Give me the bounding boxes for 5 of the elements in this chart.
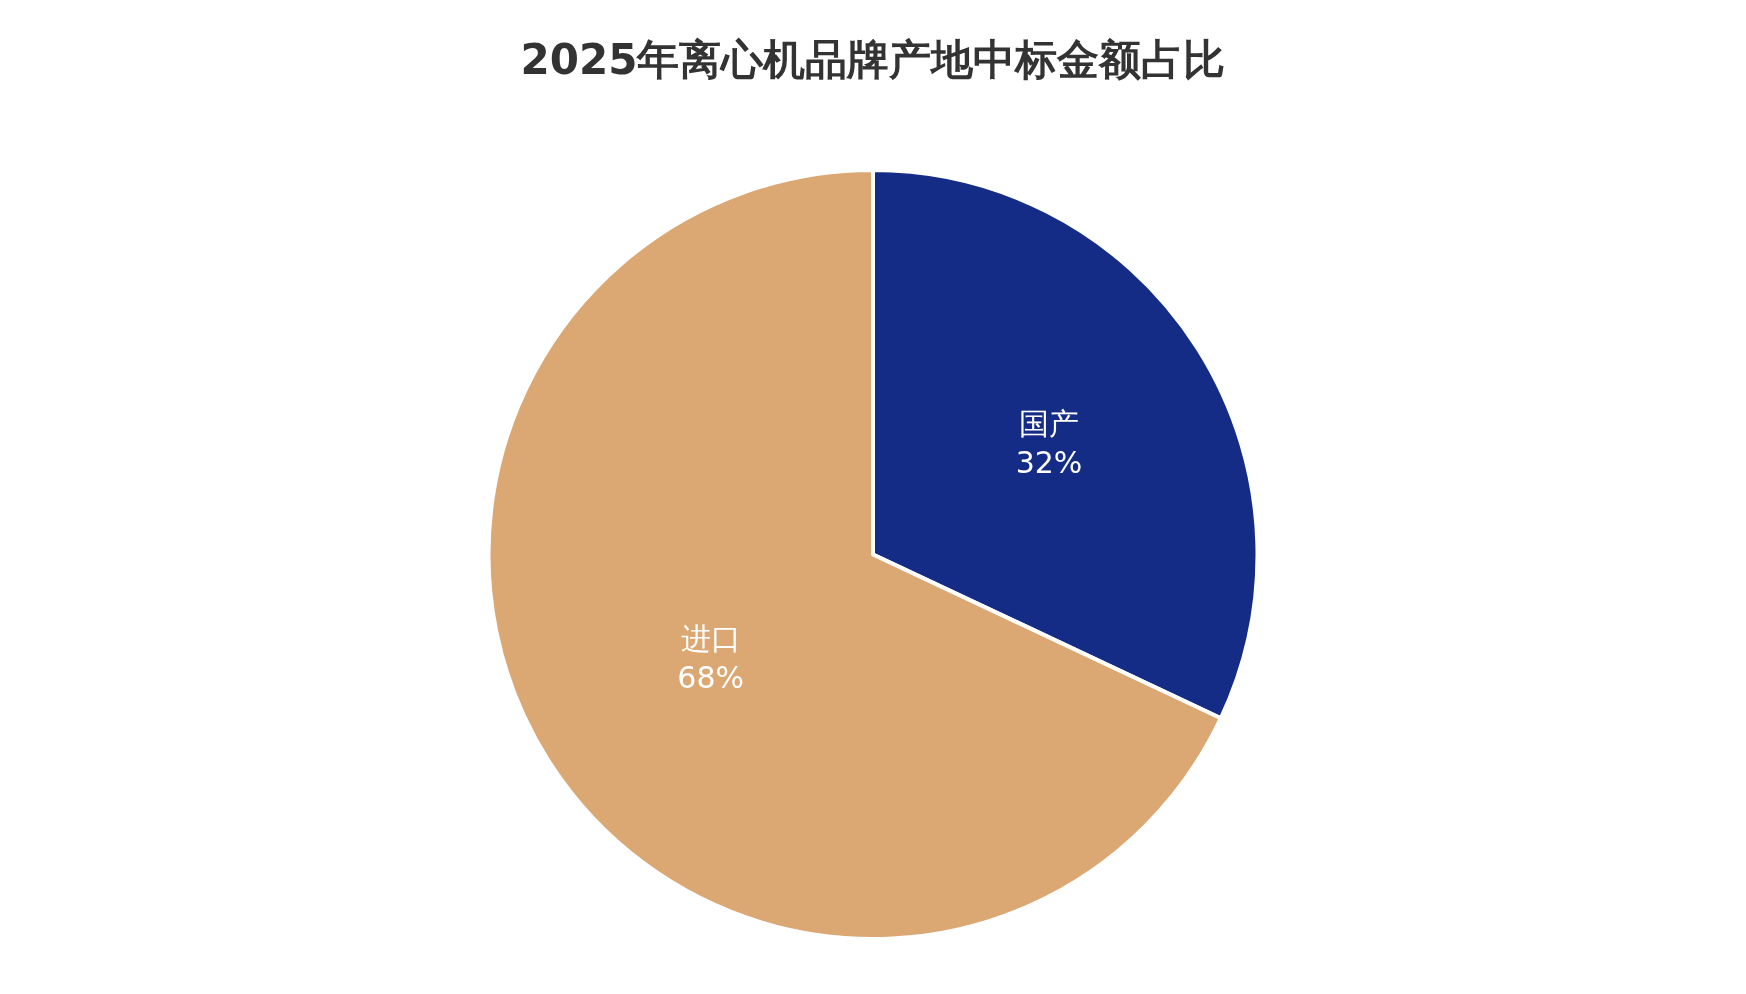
- slice-label: 国产: [1019, 405, 1080, 441]
- chart-title: 2025年离心机品牌产地中标金额占比: [520, 35, 1226, 85]
- data-label: 32%: [1015, 444, 1083, 480]
- data-label: 68%: [677, 659, 745, 695]
- slice-label: 进口: [680, 620, 741, 656]
